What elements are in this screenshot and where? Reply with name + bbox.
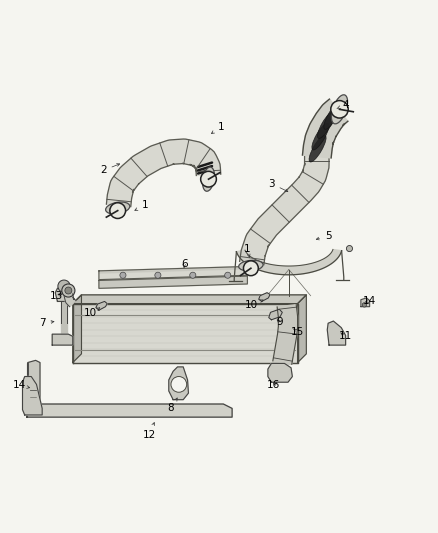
Polygon shape	[64, 294, 76, 306]
Circle shape	[225, 272, 231, 278]
Polygon shape	[269, 309, 283, 320]
Ellipse shape	[312, 123, 329, 150]
Text: 13: 13	[49, 291, 63, 301]
Circle shape	[58, 280, 70, 292]
Polygon shape	[22, 376, 42, 415]
Text: 1: 1	[244, 244, 251, 257]
Text: 10: 10	[84, 308, 100, 318]
Polygon shape	[268, 364, 292, 382]
Polygon shape	[297, 295, 306, 362]
Text: 9: 9	[277, 317, 283, 327]
Text: 12: 12	[142, 423, 156, 440]
Circle shape	[190, 272, 196, 278]
Polygon shape	[259, 293, 270, 302]
Ellipse shape	[202, 167, 215, 191]
Text: 7: 7	[39, 318, 54, 328]
Polygon shape	[52, 334, 73, 345]
Text: 14: 14	[12, 380, 30, 390]
Polygon shape	[327, 321, 346, 345]
Text: 2: 2	[100, 164, 120, 175]
Polygon shape	[73, 295, 81, 362]
Ellipse shape	[324, 102, 341, 130]
Polygon shape	[96, 302, 107, 310]
Polygon shape	[237, 249, 342, 275]
Text: 11: 11	[339, 332, 352, 341]
Polygon shape	[55, 286, 71, 302]
Text: 4: 4	[337, 100, 349, 110]
Text: 6: 6	[181, 260, 187, 269]
Polygon shape	[73, 304, 297, 362]
Ellipse shape	[239, 260, 263, 271]
Ellipse shape	[332, 95, 348, 124]
Polygon shape	[106, 139, 221, 207]
Circle shape	[155, 272, 161, 278]
Circle shape	[120, 272, 126, 278]
Circle shape	[62, 284, 75, 297]
Text: 16: 16	[267, 380, 280, 390]
Ellipse shape	[106, 202, 130, 214]
Circle shape	[201, 171, 216, 187]
Polygon shape	[99, 276, 247, 288]
Circle shape	[346, 246, 353, 252]
Polygon shape	[99, 266, 247, 273]
Text: 8: 8	[168, 398, 177, 414]
Polygon shape	[303, 99, 348, 158]
Polygon shape	[169, 367, 188, 400]
Ellipse shape	[309, 135, 326, 162]
Text: 1: 1	[135, 200, 148, 211]
Text: 10: 10	[245, 300, 263, 310]
Text: 1: 1	[212, 122, 225, 133]
Polygon shape	[61, 302, 67, 323]
Circle shape	[65, 287, 72, 294]
Polygon shape	[27, 362, 28, 389]
Circle shape	[331, 101, 348, 118]
Text: 3: 3	[268, 179, 288, 192]
Text: 14: 14	[363, 296, 376, 305]
Polygon shape	[273, 305, 297, 364]
Polygon shape	[240, 157, 329, 265]
Polygon shape	[99, 266, 247, 280]
Circle shape	[171, 376, 187, 392]
Circle shape	[362, 303, 367, 307]
Circle shape	[110, 203, 126, 219]
Polygon shape	[28, 360, 40, 404]
Polygon shape	[27, 404, 232, 417]
Ellipse shape	[318, 111, 335, 139]
Polygon shape	[361, 298, 370, 306]
Circle shape	[244, 261, 258, 276]
Text: 15: 15	[291, 327, 304, 337]
Text: 5: 5	[316, 231, 332, 241]
Polygon shape	[61, 323, 67, 334]
Polygon shape	[73, 295, 306, 304]
